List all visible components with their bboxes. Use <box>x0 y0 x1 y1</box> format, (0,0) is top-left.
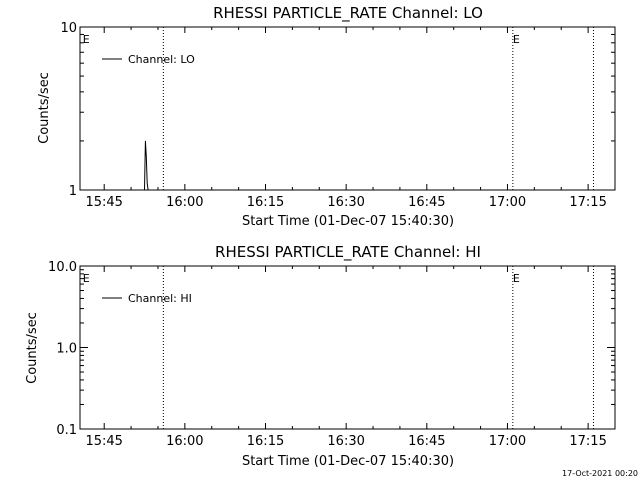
dotted-time-lines <box>162 266 594 429</box>
x-axis-label: Start Time (01-Dec-07 15:40:30) <box>242 214 454 229</box>
dotted-time-lines <box>162 27 594 190</box>
chart-panel-lo: RHESSI PARTICLE_RATE Channel: LO 10 1 15:… <box>37 4 616 229</box>
event-marker: E <box>83 33 90 46</box>
x-tick-label: 16:45 <box>408 434 445 449</box>
x-tick-label: 16:00 <box>166 434 203 449</box>
y-axis-label: Counts/sec <box>37 72 52 144</box>
chart-panel-hi: RHESSI PARTICLE_RATE Channel: HI 10.0 1.0… <box>25 243 616 469</box>
x-axis: 15:45 16:00 16:15 16:30 16:45 17:00 17:15 <box>85 27 607 210</box>
x-tick-label: 17:00 <box>489 434 526 449</box>
x-tick-label: 16:00 <box>166 195 203 210</box>
y-axis-label: Counts/sec <box>25 312 40 384</box>
event-marker: E <box>513 272 520 285</box>
event-marker: E <box>513 33 520 46</box>
x-tick-label: 16:30 <box>327 434 364 449</box>
legend-label: Channel: HI <box>128 292 192 305</box>
y-tick-label: 10.0 <box>48 260 77 275</box>
y-tick-label: 10 <box>60 21 77 36</box>
data-series <box>144 140 149 191</box>
legend: Channel: HI <box>102 292 192 305</box>
plot-frame <box>79 26 616 191</box>
plot-frame <box>79 265 616 430</box>
x-tick-label: 17:15 <box>569 195 606 210</box>
event-marker: E <box>83 272 90 285</box>
x-tick-label: 16:15 <box>247 434 284 449</box>
y-axis: 10 1 <box>60 21 615 199</box>
y-tick-label: 1.0 <box>56 342 77 357</box>
y-tick-label: 1 <box>69 184 77 199</box>
series-line <box>144 140 149 191</box>
x-tick-label: 16:45 <box>408 195 445 210</box>
x-tick-label: 17:00 <box>489 195 526 210</box>
chart-title: RHESSI PARTICLE_RATE Channel: HI <box>215 243 481 262</box>
y-axis: 10.0 1.0 0.1 <box>48 260 615 438</box>
x-tick-label: 15:45 <box>85 434 122 449</box>
x-tick-label: 15:45 <box>85 195 122 210</box>
y-tick-label: 0.1 <box>56 423 77 438</box>
chart-title: RHESSI PARTICLE_RATE Channel: LO <box>213 4 483 23</box>
x-axis: 15:45 16:00 16:15 16:30 16:45 17:00 17:15 <box>85 266 607 449</box>
x-axis-label: Start Time (01-Dec-07 15:40:30) <box>242 454 454 469</box>
x-tick-label: 16:15 <box>247 195 284 210</box>
timestamp: 17-Oct-2021 00:20 <box>562 469 638 478</box>
legend-label: Channel: LO <box>128 53 195 66</box>
legend: Channel: LO <box>102 53 195 66</box>
x-tick-label: 17:15 <box>569 434 606 449</box>
x-tick-label: 16:30 <box>327 195 364 210</box>
